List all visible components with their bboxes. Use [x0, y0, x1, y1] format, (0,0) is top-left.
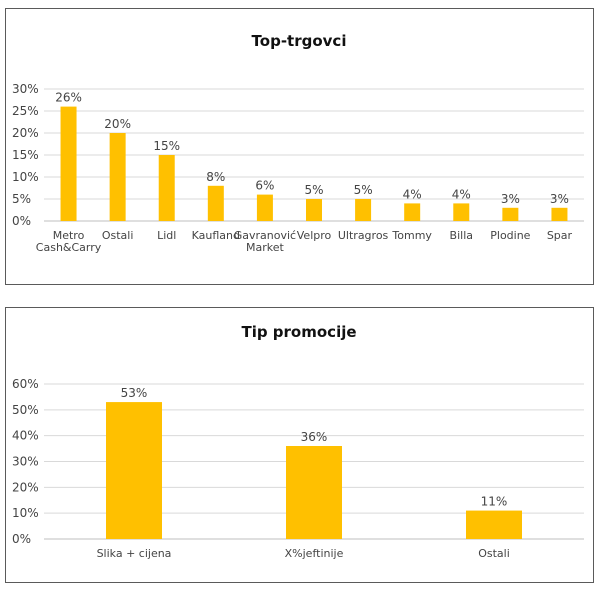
category-label: Ostali [102, 229, 134, 242]
bar [404, 203, 421, 221]
bar [551, 207, 568, 221]
data-label: 5% [304, 183, 323, 197]
bar [158, 155, 175, 221]
bar [306, 199, 322, 221]
y-tick-label: 20% [12, 480, 39, 494]
category-label: Gavranović Market [234, 229, 296, 254]
category-label: Spar [547, 229, 573, 242]
data-label: 6% [255, 179, 274, 193]
bar [106, 402, 162, 539]
bar [109, 133, 126, 221]
bar [453, 203, 470, 221]
y-tick-label: 0% [12, 214, 31, 228]
y-tick-label: 20% [12, 126, 39, 140]
y-tick-label: 50% [12, 403, 39, 417]
category-label: Plodine [490, 229, 530, 242]
chart-title: Tip promocije [241, 323, 356, 341]
data-label: 15% [153, 139, 180, 153]
y-tick-label: 60% [12, 377, 39, 391]
chart-panel-tip-promocije: Tip promocije 0% 10% 20% 30% 40% 50% 60% 53% Slik… [5, 307, 594, 583]
y-tick-label: 10% [12, 170, 39, 184]
data-label: 3% [550, 192, 569, 206]
data-label: 3% [501, 192, 520, 206]
category-label: Billa [450, 229, 473, 242]
category-label: Metro Cash&Carry [36, 229, 102, 254]
bar [60, 106, 77, 221]
bar [502, 207, 519, 221]
y-tick-label: 30% [12, 82, 39, 96]
data-label: 26% [55, 91, 82, 105]
y-tick-label: 25% [12, 104, 39, 118]
data-label: 20% [104, 117, 131, 131]
data-label: 4% [452, 187, 471, 201]
category-label: Kaufland [192, 229, 240, 242]
y-tick-label: 40% [12, 429, 39, 443]
bar [355, 199, 372, 221]
category-label: Velpro [297, 229, 332, 242]
category-label: Tommy [391, 229, 432, 242]
y-tick-label: 30% [12, 455, 39, 469]
category-label: Ultragros [338, 229, 389, 242]
y-tick-label: 0% [12, 532, 31, 546]
category-label: Ostali [478, 547, 510, 560]
chart-title: Top-trgovci [252, 32, 347, 50]
data-label: 53% [121, 386, 148, 400]
y-tick-label: 15% [12, 148, 39, 162]
bar [207, 185, 224, 221]
chart-top-trgovci: Top-trgovci 0% 5% 10% 15% 20% 25% 30% 26% Metro Ca… [12, 32, 584, 254]
y-tick-label: 5% [12, 192, 31, 206]
category-label: X%jeftinije [285, 547, 344, 560]
data-label: 4% [403, 187, 422, 201]
bar [256, 194, 273, 221]
chart-tip-promocije: Tip promocije 0% 10% 20% 30% 40% 50% 60% 53% Slik… [12, 323, 584, 560]
y-tick-label: 10% [12, 506, 39, 520]
data-label: 11% [481, 495, 508, 509]
chart-panel-top-trgovci: Top-trgovci 0% 5% 10% 15% 20% 25% 30% 26% Metro Ca… [5, 8, 594, 285]
data-label: 36% [301, 430, 328, 444]
bar [286, 446, 342, 539]
data-label: 8% [206, 170, 225, 184]
category-label: Slika + cijena [97, 547, 172, 560]
category-label: Lidl [157, 229, 176, 242]
data-label: 5% [354, 183, 373, 197]
bar [466, 510, 522, 539]
